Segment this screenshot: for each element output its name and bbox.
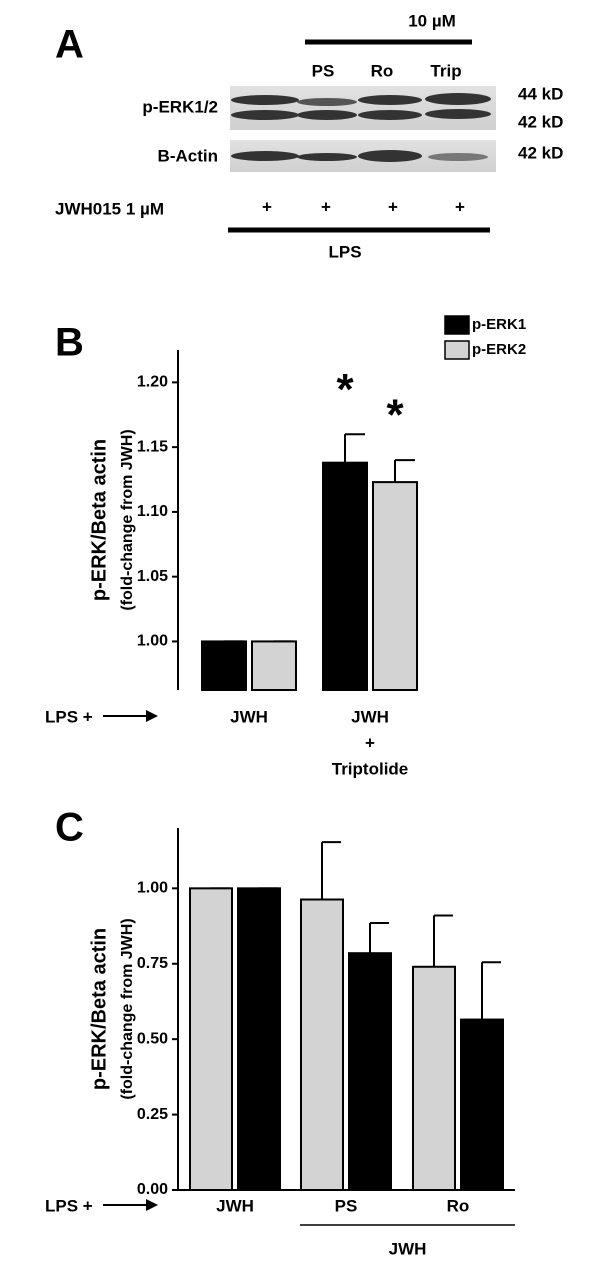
- significance: *: [336, 365, 354, 414]
- bar: [201, 640, 247, 692]
- legend-label: p-ERK1: [472, 316, 526, 333]
- x-tick-label: JWH: [351, 707, 389, 726]
- panel-a: A 10 µM PS Ro Trip p-ERK1/2 B-Actin 44 k…: [55, 11, 563, 261]
- concentration: 10 µM: [408, 11, 456, 30]
- lane-label: Trip: [430, 61, 461, 80]
- plus: +: [321, 197, 331, 216]
- row-label: p-ERK1/2: [142, 97, 218, 116]
- panel-letter: B: [55, 321, 84, 365]
- lane-label: Ro: [371, 61, 394, 80]
- x-tick-label: +: [365, 733, 375, 752]
- legend-swatch: [444, 315, 470, 335]
- x-tick-label: Triptolide: [332, 759, 409, 778]
- y-axis-label: (fold-change from JWH): [119, 918, 136, 1099]
- size-label: 42 kD: [518, 112, 563, 131]
- x-tick-label: Ro: [447, 1196, 470, 1215]
- bands: [231, 150, 488, 162]
- y-axis-label: p-ERK/Beta actin: [88, 928, 110, 1090]
- y-tick-label: 1.00: [137, 880, 168, 897]
- y-tick-label: 1.05: [137, 568, 168, 585]
- y-tick-label: 1.00: [137, 633, 168, 650]
- size-label: 42 kD: [518, 143, 563, 162]
- legend-label: p-ERK2: [472, 341, 526, 358]
- lane-label: PS: [312, 61, 335, 80]
- plus: +: [262, 197, 272, 216]
- row-label: B-Actin: [158, 146, 218, 165]
- y-tick-label: 0.00: [137, 1181, 168, 1198]
- y-tick-label: 0.75: [137, 955, 168, 972]
- plus: +: [388, 197, 398, 216]
- bands: [231, 93, 491, 120]
- prefix: LPS +: [45, 1196, 93, 1215]
- treatment: JWH015 1 µM: [55, 199, 164, 218]
- significance: *: [386, 391, 404, 440]
- y-tick-label: 0.25: [137, 1106, 168, 1123]
- group-label: JWH: [389, 1239, 427, 1258]
- bar: [348, 952, 392, 1191]
- y-tick-label: 0.50: [137, 1030, 168, 1047]
- bar: [300, 898, 344, 1191]
- bar: [237, 887, 281, 1191]
- y-tick-label: 1.20: [137, 374, 168, 391]
- prefix: LPS +: [45, 707, 93, 726]
- bar: [372, 481, 418, 691]
- x-tick-label: JWH: [216, 1196, 254, 1215]
- arrow-head: [146, 710, 158, 722]
- y-tick-label: 1.15: [137, 438, 168, 455]
- arrow-head: [146, 1199, 158, 1211]
- size-label: 44 kD: [518, 84, 563, 103]
- y-axis-label: (fold-change from JWH): [119, 429, 136, 610]
- x-tick-label: PS: [335, 1196, 358, 1215]
- legend-swatch: [444, 340, 470, 360]
- panel-letter: C: [55, 806, 84, 850]
- y-axis-label: p-ERK/Beta actin: [88, 439, 110, 601]
- blot: [230, 86, 496, 130]
- lps-label: LPS: [328, 242, 361, 261]
- y-tick-label: 1.10: [137, 503, 168, 520]
- bar: [412, 965, 456, 1191]
- x-tick-label: JWH: [230, 707, 268, 726]
- bar: [251, 640, 297, 692]
- bar: [460, 1018, 504, 1192]
- bar: [322, 461, 368, 691]
- plus: +: [455, 197, 465, 216]
- bar: [189, 887, 233, 1191]
- panel-letter: A: [55, 23, 84, 67]
